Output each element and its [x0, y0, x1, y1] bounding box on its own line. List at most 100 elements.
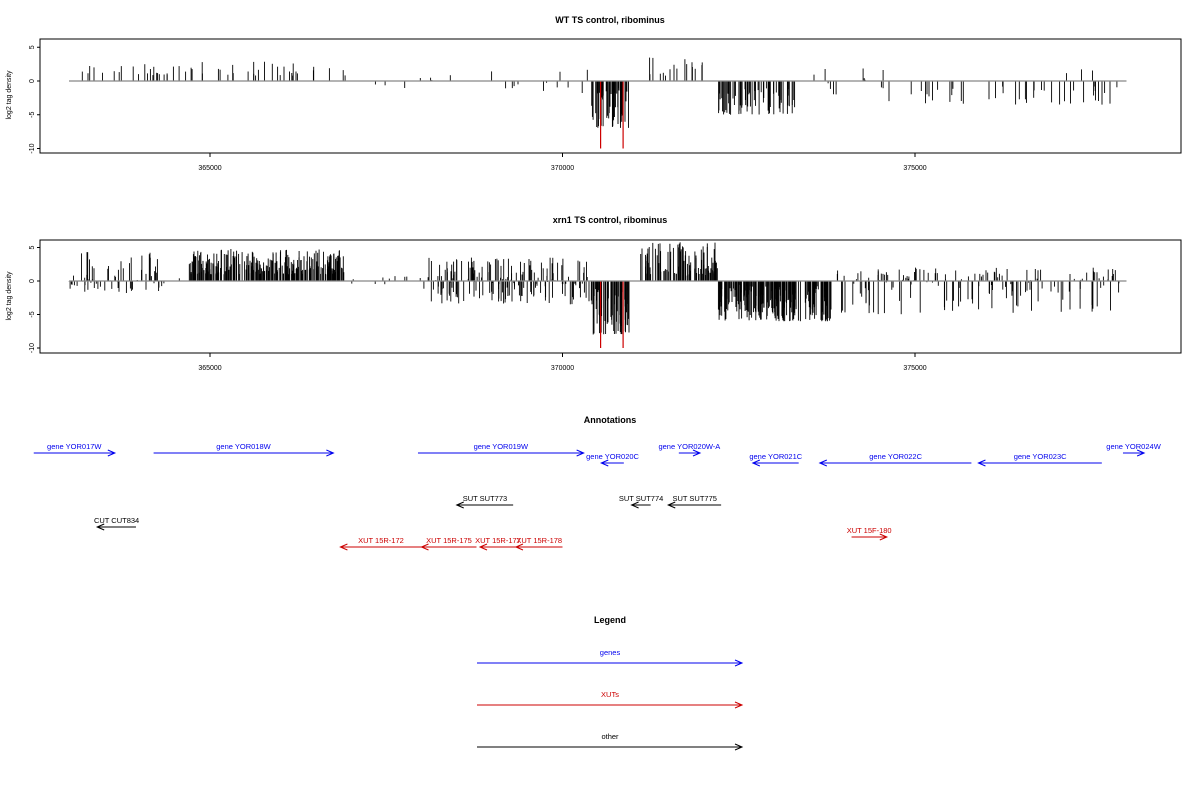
feature-label: gene YOR020C — [586, 452, 639, 461]
feature-label: XUT 15R-178 — [516, 536, 562, 545]
annotation-feature: XUT 15R-175 — [420, 536, 477, 551]
arrow-head-icon — [478, 543, 488, 551]
y-tick-label: 5 — [29, 45, 36, 49]
arrow-head-icon — [420, 543, 429, 551]
feature-label: XUT 15R-172 — [358, 536, 404, 545]
annotation-feature: gene YOR020W-A — [658, 442, 720, 457]
x-axis: 365000 370000 375000 — [198, 353, 927, 372]
arrow-head-icon — [734, 743, 744, 751]
y-axis: -10 -5 0 5 — [29, 245, 40, 353]
legend: Legend genes XUTs other — [477, 615, 744, 751]
annotation-feature: gene YOR022C — [818, 452, 972, 467]
feature-label: gene YOR017W — [47, 442, 102, 451]
chart-title: xrn1 TS control, ribominus — [553, 215, 668, 225]
arrow-head-icon — [818, 459, 828, 467]
x-tick-label: 375000 — [903, 165, 926, 172]
feature-label: SUT SUT774 — [619, 494, 663, 503]
arrow-head-icon — [666, 501, 676, 509]
arrow-head-icon — [630, 501, 639, 509]
annotation-features: gene YOR017W gene YOR018W gene YOR019W gene… — [33, 442, 1162, 551]
arrow-head-icon — [95, 523, 105, 531]
annotation-feature: gene YOR019W — [417, 442, 585, 457]
annotation-feature: XUT 15F-180 — [847, 526, 892, 541]
annotation-feature: gene YOR017W — [33, 442, 117, 457]
feature-label: gene YOR023C — [1014, 452, 1067, 461]
y-tick-label: 5 — [29, 245, 36, 249]
feature-label: XUT 15F-180 — [847, 526, 892, 535]
annotation-feature: XUT 15R-178 — [514, 536, 563, 551]
annotation-feature: SUT SUT773 — [455, 494, 514, 509]
feature-label: gene YOR018W — [216, 442, 271, 451]
arrow-head-icon — [339, 543, 348, 551]
annotation-feature: XUT 15R-172 — [339, 536, 422, 551]
feature-label: gene YOR019W — [474, 442, 529, 451]
legend-label: other — [601, 732, 619, 741]
annotations-title: Annotations — [584, 415, 637, 425]
legend-items: genes XUTs other — [477, 648, 744, 751]
y-axis-label: log2 tag density — [6, 70, 13, 120]
x-tick-label: 370000 — [551, 365, 574, 372]
annotation-feature: gene YOR018W — [153, 442, 335, 457]
arrow-head-icon — [1136, 449, 1146, 457]
chart-title: WT TS control, ribominus — [555, 15, 665, 25]
feature-label: gene YOR022C — [869, 452, 922, 461]
legend-item: genes — [477, 648, 744, 667]
arrow-head-icon — [977, 459, 986, 467]
annotation-feature: XUT 15R-177 — [475, 536, 521, 551]
legend-title: Legend — [594, 615, 626, 625]
feature-label: CUT CUT834 — [94, 516, 139, 525]
signal-bars — [68, 242, 1120, 335]
feature-label: SUT SUT775 — [672, 494, 716, 503]
annotation-feature: gene YOR024W — [1106, 442, 1162, 457]
y-axis: -10 -5 0 5 — [29, 45, 40, 154]
arrow-head-icon — [692, 449, 702, 457]
arrow-head-icon — [326, 449, 335, 457]
arrow-head-icon — [455, 501, 464, 509]
feature-label: gene YOR024W — [1106, 442, 1161, 451]
legend-item: other — [477, 732, 744, 751]
feature-label: XUT 15R-175 — [426, 536, 472, 545]
arrow-head-icon — [514, 543, 524, 551]
feature-label: XUT 15R-177 — [475, 536, 521, 545]
x-tick-label: 365000 — [198, 165, 221, 172]
y-tick-label: 0 — [29, 79, 36, 83]
y-axis-label: log2 tag density — [6, 271, 13, 321]
feature-label: gene YOR020W-A — [658, 442, 720, 451]
plot-frame — [39, 38, 1182, 154]
y-tick-label: -10 — [29, 343, 36, 353]
arrow-head-icon — [734, 701, 744, 709]
arrow-head-icon — [751, 459, 761, 467]
legend-item: XUTs — [477, 690, 744, 709]
legend-label: XUTs — [601, 690, 619, 699]
annotation-feature: SUT SUT774 — [619, 494, 663, 509]
feature-label: SUT SUT773 — [463, 494, 507, 503]
arrow-head-icon — [107, 449, 117, 457]
arrow-head-icon — [879, 533, 889, 541]
plot-frame — [39, 239, 1182, 354]
annotation-feature: gene YOR021C — [749, 452, 803, 467]
y-tick-label: -5 — [29, 112, 36, 118]
annotation-feature: gene YOR020C — [586, 452, 640, 467]
x-axis: 365000 370000 375000 — [198, 153, 927, 172]
feature-label: gene YOR021C — [749, 452, 802, 461]
annotation-feature: SUT SUT775 — [666, 494, 722, 509]
y-tick-label: -10 — [29, 143, 36, 153]
y-tick-label: -5 — [29, 311, 36, 317]
annotation-track: Annotations gene YOR017W gene YOR018W gene… — [33, 415, 1162, 551]
y-tick-label: 0 — [29, 279, 36, 283]
highlight-bars — [599, 281, 624, 348]
arrow-head-icon — [576, 449, 585, 457]
arrow-head-icon — [734, 659, 744, 667]
annotation-feature: CUT CUT834 — [94, 516, 139, 531]
signal-bars — [81, 57, 1118, 128]
track-panel-xrn1: xrn1 TS control, ribominus log2 tag dens… — [6, 215, 1182, 372]
arrow-head-icon — [600, 459, 609, 467]
highlight-bars — [599, 81, 624, 149]
x-tick-label: 375000 — [903, 365, 926, 372]
x-tick-label: 365000 — [198, 365, 221, 372]
track-panel-wt: WT TS control, ribominus log2 tag densit… — [6, 15, 1182, 172]
annotation-feature: gene YOR023C — [977, 452, 1102, 467]
legend-label: genes — [600, 648, 621, 657]
x-tick-label: 370000 — [551, 165, 574, 172]
